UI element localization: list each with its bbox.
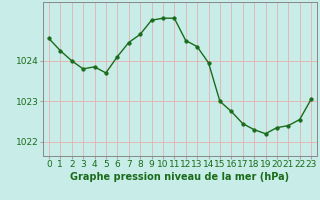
X-axis label: Graphe pression niveau de la mer (hPa): Graphe pression niveau de la mer (hPa) <box>70 172 290 182</box>
